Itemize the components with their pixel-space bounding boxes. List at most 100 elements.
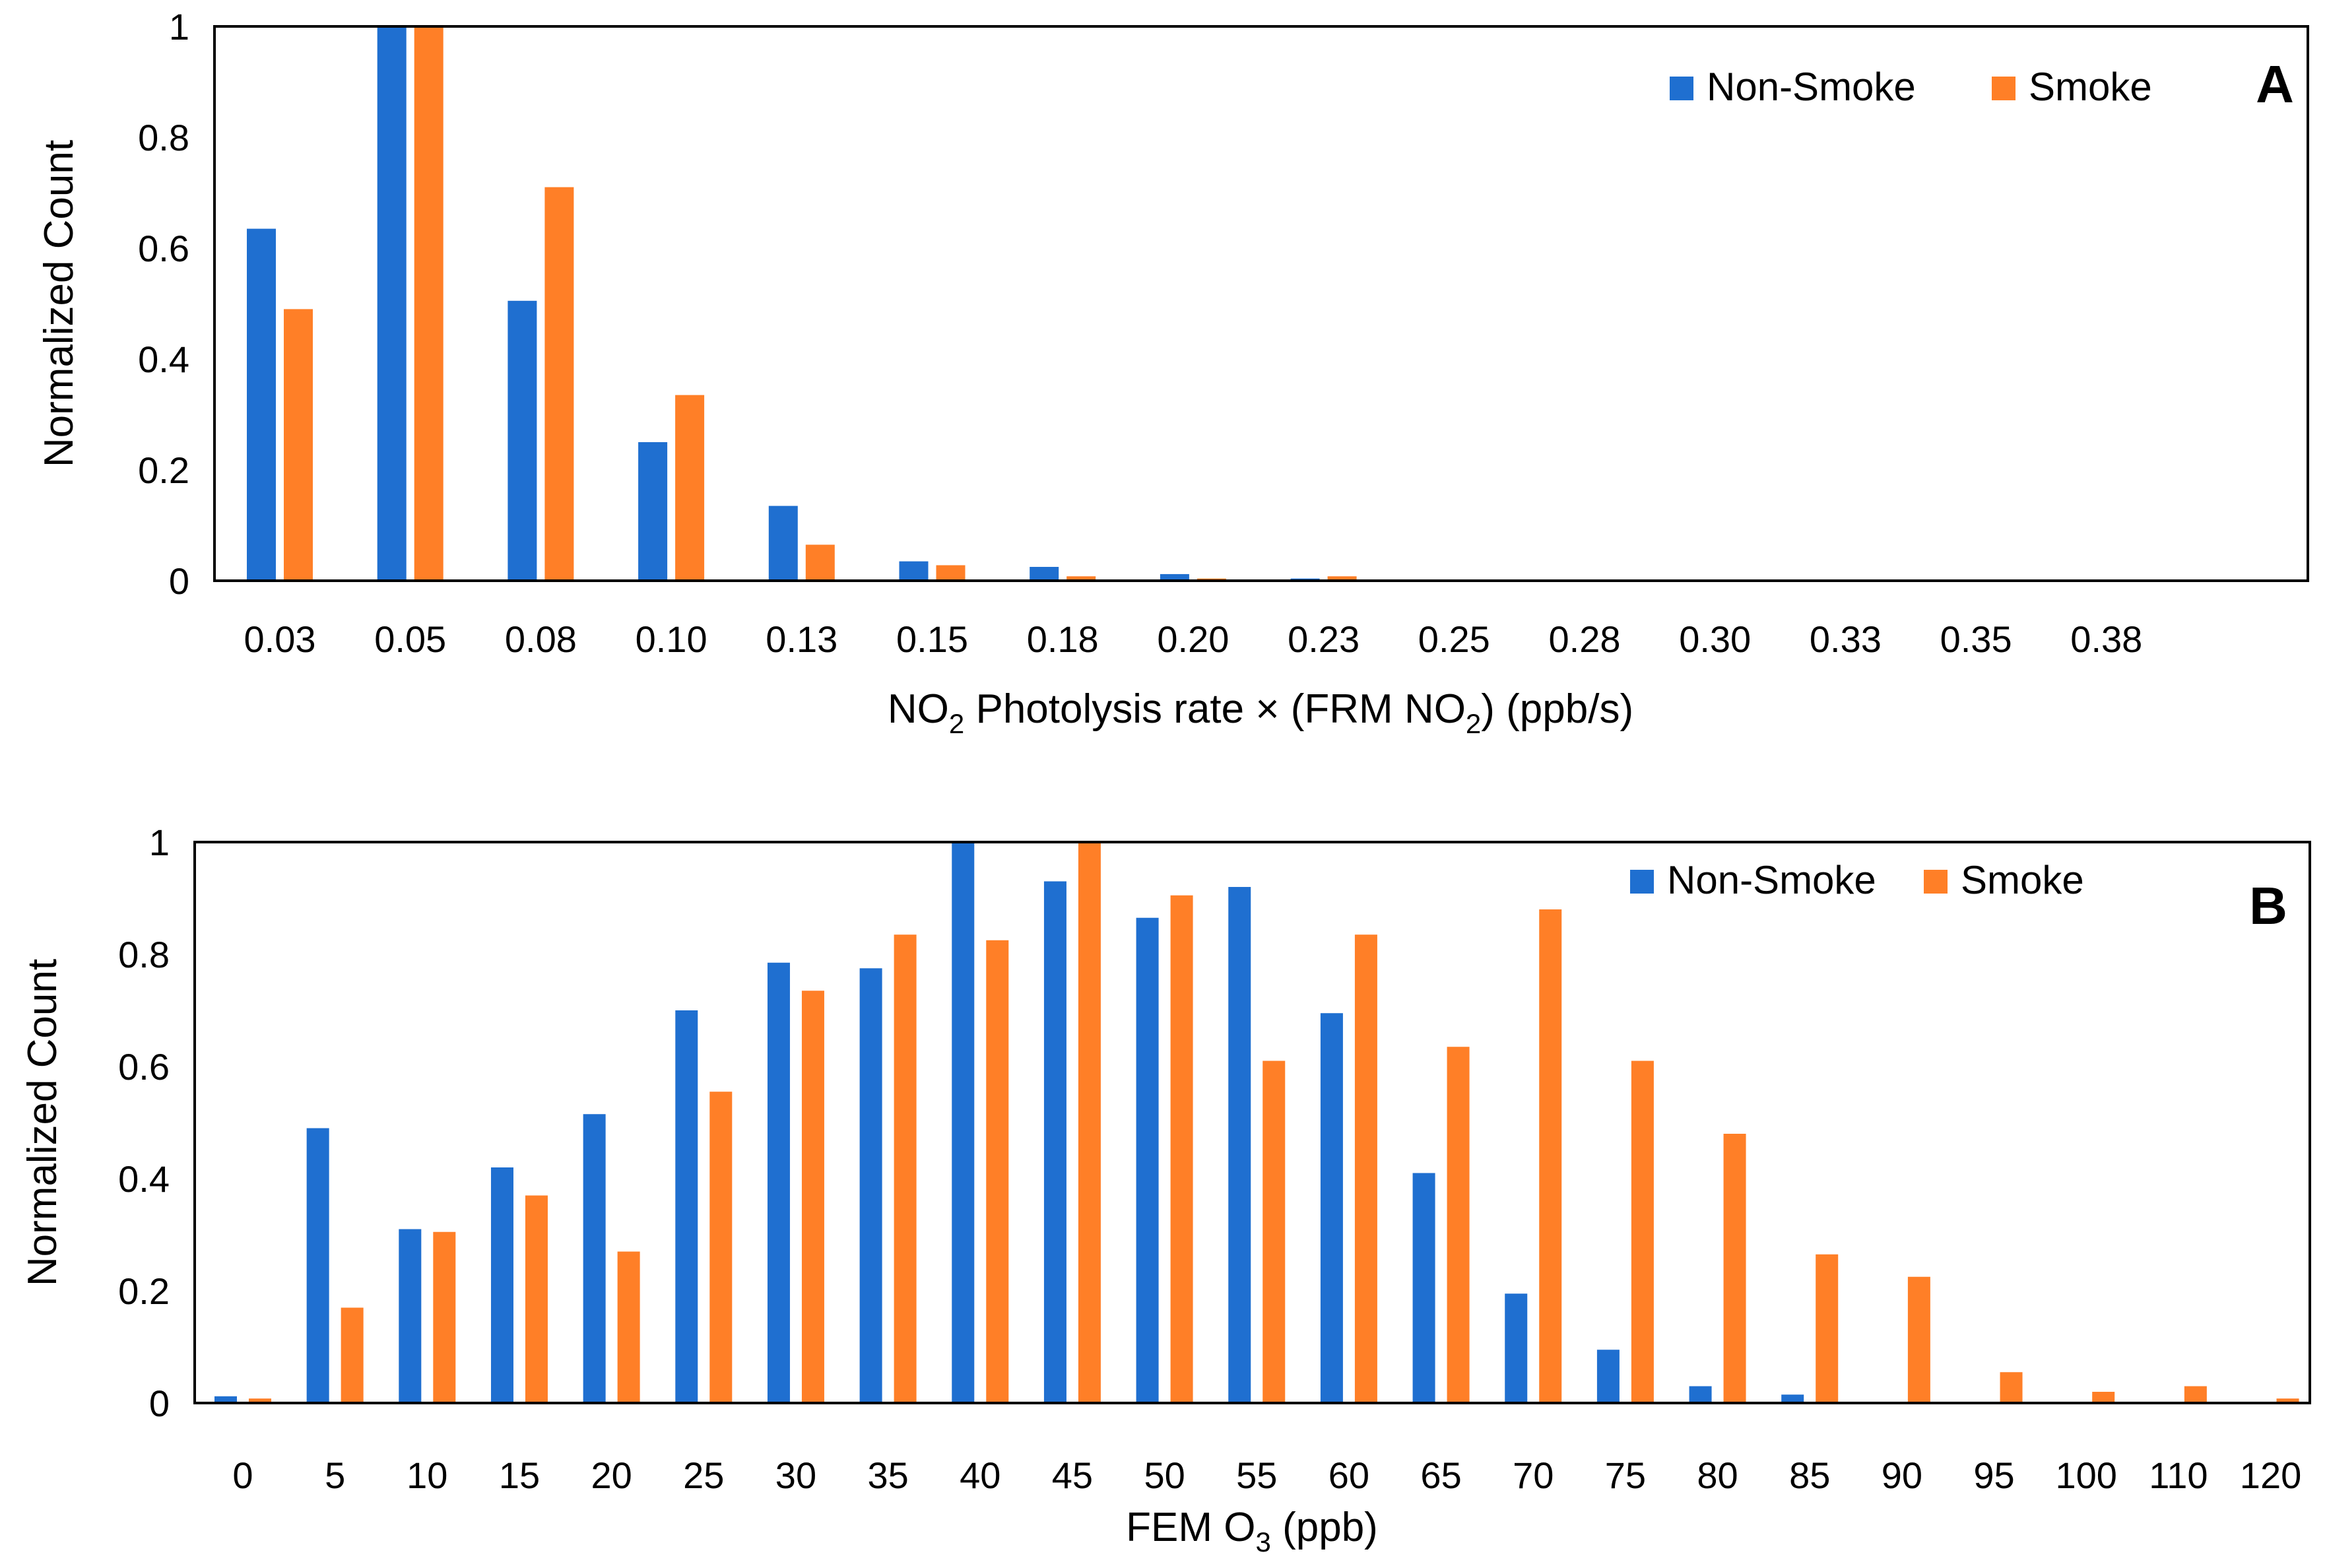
chart-a-bar-non-smoke xyxy=(377,26,407,581)
chart-b-bar-smoke xyxy=(1631,1061,1654,1403)
chart-b-x-tick-label: 65 xyxy=(1420,1454,1461,1496)
legend-swatch-smoke xyxy=(1992,77,2016,100)
chart-b-x-tick-label: 75 xyxy=(1605,1454,1646,1496)
legend-swatch-non-smoke xyxy=(1670,77,1693,100)
chart-b-x-tick-label: 55 xyxy=(1236,1454,1277,1496)
chart-b-bar-smoke xyxy=(617,1251,640,1403)
chart-b-bar-non-smoke xyxy=(767,962,790,1403)
chart-b-bar-non-smoke xyxy=(214,1396,237,1403)
chart-a-x-tick-label: 0.30 xyxy=(1679,618,1751,660)
chart-a-x-tick-label: 0.15 xyxy=(896,618,968,660)
chart-a-bar-non-smoke xyxy=(1030,567,1059,581)
chart-a-bar-non-smoke xyxy=(247,228,276,581)
chart-b-x-tick-label: 95 xyxy=(1973,1454,2014,1496)
chart-a-bar-smoke xyxy=(414,26,443,581)
chart-b-y-ticks: 0 0.2 0.4 0.6 0.8 1 xyxy=(118,822,170,1424)
chart-a-x-tick-label: 0.33 xyxy=(1810,618,1882,660)
chart-b-bar-smoke xyxy=(341,1307,364,1403)
chart-a-y-tick-label: 1 xyxy=(169,6,189,48)
chart-b-bar-smoke xyxy=(894,934,917,1403)
chart-a-bar-smoke xyxy=(284,309,313,581)
chart-b-bar-smoke xyxy=(2276,1398,2299,1403)
chart-b-y-tick-label: 0 xyxy=(149,1383,170,1424)
xlabel-part-3: ) (ppb/s) xyxy=(1481,686,1633,732)
chart-a-bar-non-smoke xyxy=(638,442,668,581)
chart-b-bar-smoke xyxy=(525,1195,548,1403)
xlabel-subscript-1: 2 xyxy=(949,708,964,739)
chart-a-bar-smoke xyxy=(1066,576,1096,581)
chart-a: 00.20.40.60.81 0.03 0.05 0.08 0.10 0.13 0.15 0… xyxy=(36,6,2309,739)
chart-b: 0 0.2 0.4 0.6 0.8 1 0 5 10 15 20 25 30 35 40 45 50 55 60 6… xyxy=(20,822,2311,1557)
legend-label-non-smoke: Non-Smoke xyxy=(1707,65,1916,109)
chart-b-bar-non-smoke xyxy=(859,968,882,1403)
chart-b-x-tick-label: 10 xyxy=(407,1454,447,1496)
chart-a-x-tick-label: 0.20 xyxy=(1157,618,1229,660)
xlabel-part-2: (ppb) xyxy=(1271,1505,1378,1550)
chart-b-y-tick-label: 0.8 xyxy=(118,934,170,975)
chart-b-bar-smoke xyxy=(1262,1061,1286,1403)
chart-b-x-ticks: 0 5 10 15 20 25 30 35 40 45 50 55 60 65 70 75 80 85 90 95 10… xyxy=(232,1454,2301,1496)
chart-b-x-tick-label: 60 xyxy=(1328,1454,1369,1496)
chart-b-bar-smoke xyxy=(1354,934,1377,1403)
chart-a-y-axis-label: Normalized Count xyxy=(36,140,82,467)
chart-b-bar-smoke xyxy=(249,1398,271,1403)
chart-b-x-tick-label: 120 xyxy=(2240,1454,2301,1496)
chart-b-bar-smoke xyxy=(433,1231,456,1403)
chart-b-bar-smoke xyxy=(709,1092,733,1403)
chart-b-bar-smoke xyxy=(1816,1254,1839,1403)
chart-b-x-tick-label: 25 xyxy=(683,1454,724,1496)
xlabel-part-1: FEM O xyxy=(1126,1505,1255,1550)
chart-b-x-tick-label: 50 xyxy=(1144,1454,1185,1496)
chart-b-x-tick-label: 15 xyxy=(499,1454,540,1496)
chart-b-x-tick-label: 0 xyxy=(232,1454,253,1496)
chart-b-bar-smoke xyxy=(2000,1372,2023,1403)
xlabel-subscript-1: 3 xyxy=(1256,1526,1271,1557)
chart-a-y-ticks: 0 0.2 0.4 0.6 0.8 1 xyxy=(138,6,189,602)
xlabel-subscript-2: 2 xyxy=(1466,708,1481,739)
legend-label-non-smoke: Non-Smoke xyxy=(1667,858,1876,902)
chart-b-bar-non-smoke xyxy=(1228,887,1251,1403)
chart-a-y-tick-label: 0.4 xyxy=(138,339,189,380)
chart-b-y-axis-label: Normalized Count xyxy=(20,959,65,1286)
chart-a-x-ticks: 0.03 0.05 0.08 0.10 0.13 0.15 0.18 0.20 0.23 0.25… xyxy=(244,618,2143,660)
chart-b-bars xyxy=(214,842,2299,1403)
chart-a-x-tick-label: 0.38 xyxy=(2070,618,2142,660)
chart-b-bar-non-smoke xyxy=(490,1167,513,1403)
chart-a-y-tick-label: 0.2 xyxy=(138,449,189,491)
chart-b-bar-smoke xyxy=(1907,1276,1930,1403)
chart-a-bar-non-smoke xyxy=(899,561,929,581)
chart-b-bar-smoke xyxy=(2092,1392,2115,1403)
chart-a-bar-smoke xyxy=(675,395,705,581)
chart-b-x-tick-label: 85 xyxy=(1789,1454,1830,1496)
chart-a-x-tick-label: 0.13 xyxy=(766,618,837,660)
chart-b-bar-smoke xyxy=(801,991,824,1403)
chart-b-bar-non-smoke xyxy=(1781,1394,1804,1403)
chart-b-bar-non-smoke xyxy=(583,1114,606,1403)
chart-a-bars xyxy=(247,26,1357,581)
chart-b-y-tick-label: 0.6 xyxy=(118,1046,170,1088)
chart-b-y-tick-label: 0.2 xyxy=(118,1270,170,1312)
chart-a-x-tick-label: 0.05 xyxy=(374,618,446,660)
chart-b-x-tick-label: 5 xyxy=(325,1454,345,1496)
chart-b-bar-non-smoke xyxy=(952,842,975,1403)
chart-b-x-tick-label: 90 xyxy=(1882,1454,1922,1496)
chart-b-bar-smoke xyxy=(1447,1047,1470,1403)
chart-b-bar-smoke xyxy=(1539,909,1562,1403)
chart-a-x-tick-label: 0.03 xyxy=(244,618,316,660)
chart-b-bar-smoke xyxy=(1723,1134,1746,1403)
chart-a-x-tick-label: 0.18 xyxy=(1027,618,1099,660)
chart-b-x-tick-label: 30 xyxy=(775,1454,816,1496)
chart-b-bar-non-smoke xyxy=(1689,1386,1712,1403)
legend-label-smoke: Smoke xyxy=(1961,858,2084,902)
chart-b-bar-smoke xyxy=(1078,842,1101,1403)
chart-a-x-axis-label: NO2 Photolysis rate × (FRM NO2) (ppb/s) xyxy=(888,686,1633,739)
chart-b-x-tick-label: 110 xyxy=(2149,1454,2208,1496)
chart-a-x-tick-label: 0.23 xyxy=(1288,618,1360,660)
chart-a-y-tick-label: 0.8 xyxy=(138,117,189,158)
chart-a-bar-smoke xyxy=(1327,576,1357,581)
chart-b-x-tick-label: 100 xyxy=(2055,1454,2116,1496)
chart-b-bar-non-smoke xyxy=(675,1010,698,1403)
xlabel-part-2: Photolysis rate × (FRM NO xyxy=(964,686,1466,732)
chart-b-y-tick-label: 0.4 xyxy=(118,1158,170,1200)
